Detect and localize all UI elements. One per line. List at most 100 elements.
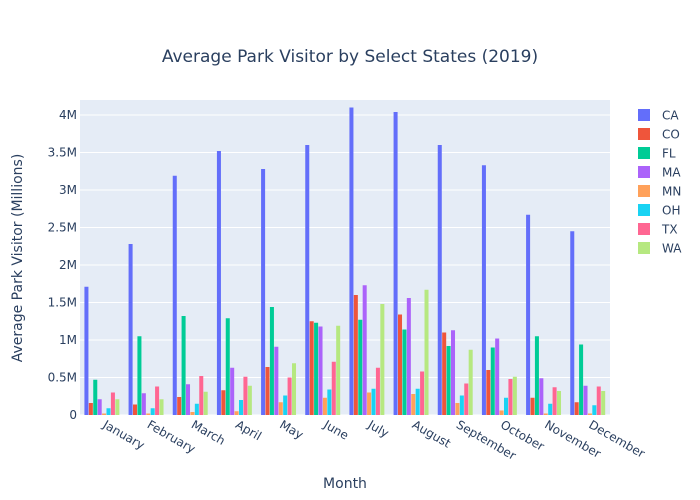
bar-oh-april[interactable] <box>239 400 244 415</box>
bar-oh-september[interactable] <box>459 395 464 416</box>
bar-ca-august[interactable] <box>393 112 398 415</box>
bar-wa-april[interactable] <box>247 385 252 415</box>
bar-fl-december[interactable] <box>579 344 584 416</box>
bar-mn-september[interactable] <box>455 403 460 415</box>
bar-ca-december[interactable] <box>570 231 575 415</box>
bar-tx-november[interactable] <box>552 387 557 415</box>
bar-co-february[interactable] <box>133 404 138 416</box>
bar-co-march[interactable] <box>177 397 182 415</box>
legend-item-co[interactable]: CO <box>638 128 680 142</box>
bar-tx-september[interactable] <box>464 383 469 416</box>
legend-item-mn[interactable]: MN <box>638 185 681 199</box>
bar-fl-april[interactable] <box>225 318 230 415</box>
bar-wa-february[interactable] <box>159 399 164 415</box>
bar-ma-october[interactable] <box>495 338 500 416</box>
bar-mn-march[interactable] <box>190 412 195 415</box>
bar-ca-september[interactable] <box>437 145 442 415</box>
bar-tx-april[interactable] <box>243 376 248 415</box>
bar-ma-february[interactable] <box>141 393 146 415</box>
bar-ca-may[interactable] <box>261 169 266 415</box>
bar-co-september[interactable] <box>442 332 447 416</box>
bar-ma-may[interactable] <box>274 346 279 415</box>
bar-oh-july[interactable] <box>371 388 376 415</box>
bar-oh-june[interactable] <box>327 389 332 416</box>
bar-wa-may[interactable] <box>292 363 297 415</box>
bar-wa-september[interactable] <box>468 349 473 415</box>
bar-ca-april[interactable] <box>216 151 221 415</box>
bar-fl-june[interactable] <box>314 322 319 415</box>
bar-oh-may[interactable] <box>283 395 288 416</box>
legend-item-wa[interactable]: WA <box>638 242 682 256</box>
legend-item-oh[interactable]: OH <box>638 204 680 218</box>
bar-fl-march[interactable] <box>181 316 186 415</box>
bar-tx-august[interactable] <box>420 371 425 416</box>
bar-ma-march[interactable] <box>186 384 191 415</box>
bar-tx-may[interactable] <box>287 377 292 416</box>
bar-co-july[interactable] <box>353 295 358 415</box>
bar-oh-march[interactable] <box>194 403 199 415</box>
bar-ma-september[interactable] <box>451 330 456 415</box>
bar-ma-august[interactable] <box>406 298 411 415</box>
bar-fl-july[interactable] <box>358 319 363 415</box>
bar-tx-january[interactable] <box>110 392 115 416</box>
bar-mn-october[interactable] <box>499 410 504 416</box>
bar-ca-october[interactable] <box>481 165 486 415</box>
bar-mn-november[interactable] <box>543 413 548 416</box>
bar-tx-december[interactable] <box>596 386 601 416</box>
legend[interactable]: CA CO FL MA MN OH TX WA <box>638 109 682 256</box>
bar-ca-july[interactable] <box>349 107 354 416</box>
bar-co-august[interactable] <box>398 314 403 416</box>
bar-oh-august[interactable] <box>415 388 420 415</box>
bar-fl-october[interactable] <box>490 347 495 416</box>
bar-oh-december[interactable] <box>592 405 597 415</box>
bar-mn-february[interactable] <box>146 413 151 416</box>
bar-fl-september[interactable] <box>446 346 451 415</box>
bar-wa-december[interactable] <box>601 391 606 415</box>
bar-oh-november[interactable] <box>548 403 553 415</box>
bar-tx-february[interactable] <box>155 386 160 416</box>
bar-tx-july[interactable] <box>375 367 380 415</box>
bar-ca-march[interactable] <box>172 175 177 415</box>
bar-fl-november[interactable] <box>534 336 539 415</box>
bar-ma-november[interactable] <box>539 378 544 415</box>
bar-wa-march[interactable] <box>203 391 208 415</box>
bar-ma-january[interactable] <box>97 399 102 415</box>
bar-tx-june[interactable] <box>331 361 336 415</box>
bar-oh-january[interactable] <box>106 408 111 415</box>
bar-ca-june[interactable] <box>305 145 310 415</box>
bar-ca-january[interactable] <box>84 286 89 415</box>
legend-item-ca[interactable]: CA <box>638 109 679 123</box>
bar-wa-november[interactable] <box>557 391 562 415</box>
bar-wa-january[interactable] <box>115 399 120 415</box>
bar-fl-august[interactable] <box>402 329 407 416</box>
bar-mn-january[interactable] <box>102 413 107 416</box>
bar-ma-june[interactable] <box>318 326 323 416</box>
bar-wa-october[interactable] <box>512 376 517 415</box>
bar-tx-march[interactable] <box>199 376 204 415</box>
bar-co-december[interactable] <box>574 402 579 415</box>
bar-mn-april[interactable] <box>234 411 239 415</box>
bar-co-january[interactable] <box>88 403 93 415</box>
bar-co-october[interactable] <box>486 370 491 415</box>
bar-mn-august[interactable] <box>411 394 416 415</box>
bar-mn-may[interactable] <box>278 402 283 415</box>
bar-fl-january[interactable] <box>93 379 98 415</box>
bar-co-june[interactable] <box>309 321 314 415</box>
bar-wa-june[interactable] <box>336 325 341 415</box>
bar-wa-august[interactable] <box>424 289 429 415</box>
bar-mn-december[interactable] <box>587 413 592 416</box>
bar-oh-october[interactable] <box>504 397 509 415</box>
bar-mn-july[interactable] <box>367 392 372 416</box>
bar-mn-june[interactable] <box>322 397 327 415</box>
bar-wa-july[interactable] <box>380 304 385 415</box>
bar-co-may[interactable] <box>265 367 270 415</box>
bar-co-november[interactable] <box>530 397 535 415</box>
bar-fl-february[interactable] <box>137 336 142 415</box>
legend-item-fl[interactable]: FL <box>638 147 676 161</box>
bar-ma-april[interactable] <box>230 367 235 415</box>
bar-ma-december[interactable] <box>583 385 588 415</box>
bar-ca-november[interactable] <box>526 214 531 415</box>
legend-item-ma[interactable]: MA <box>638 166 681 180</box>
bar-fl-may[interactable] <box>269 307 274 415</box>
bar-co-april[interactable] <box>221 390 226 415</box>
